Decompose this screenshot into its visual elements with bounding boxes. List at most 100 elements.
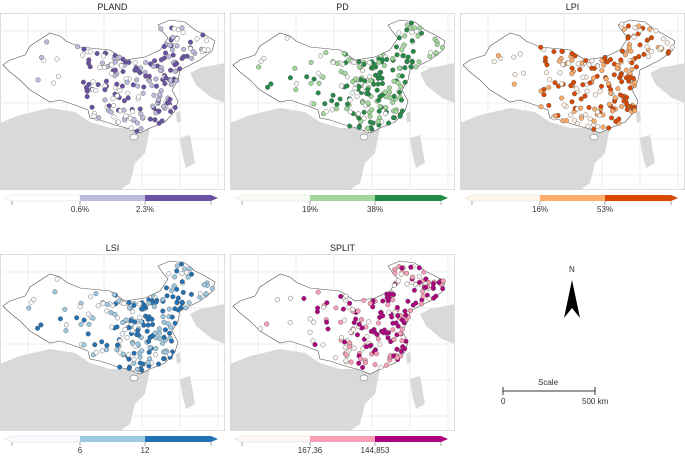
city-point (256, 64, 262, 70)
city-point (431, 295, 437, 301)
city-point (324, 300, 330, 306)
city-point (402, 308, 408, 314)
city-point (403, 312, 409, 318)
city-point (560, 62, 566, 68)
city-point (379, 75, 385, 81)
city-point (121, 107, 127, 113)
city-point (180, 29, 186, 35)
city-point (387, 291, 393, 297)
city-point (375, 320, 381, 326)
city-point (637, 42, 643, 48)
city-point (334, 60, 340, 66)
city-point (93, 87, 99, 93)
city-point (155, 97, 161, 103)
legend-colorbar (234, 435, 448, 446)
city-point (546, 84, 552, 90)
city-point (546, 102, 552, 108)
city-point (627, 85, 633, 91)
city-point (648, 49, 654, 55)
city-point (364, 334, 370, 340)
neighbor-land (640, 135, 655, 168)
city-point (373, 351, 379, 357)
city-point (31, 296, 37, 302)
city-point (420, 293, 426, 299)
city-point (51, 80, 57, 86)
city-point (586, 104, 592, 110)
city-point (571, 79, 577, 85)
city-point (404, 22, 410, 28)
city-point (160, 356, 166, 362)
city-point (366, 319, 372, 325)
city-point (175, 307, 181, 313)
city-point (94, 51, 100, 57)
city-point (187, 266, 193, 272)
city-point (160, 297, 166, 303)
city-point (372, 362, 378, 368)
city-point (111, 103, 117, 109)
city-point (568, 112, 574, 118)
neighbor-land (650, 63, 685, 103)
city-point (90, 79, 96, 85)
city-point (311, 101, 317, 107)
city-point (391, 336, 397, 342)
city-point (347, 97, 353, 103)
city-point (188, 291, 194, 297)
city-point (318, 53, 324, 59)
city-point (366, 60, 372, 66)
city-point (538, 44, 544, 50)
city-point (356, 64, 362, 70)
city-point (292, 65, 298, 71)
city-point (557, 70, 563, 76)
city-point (156, 361, 162, 367)
city-point (264, 321, 270, 327)
city-point (315, 289, 321, 295)
legend-label: 0.6% (70, 205, 90, 214)
city-point (152, 117, 158, 123)
city-point (358, 77, 364, 83)
city-point (111, 292, 117, 298)
city-point (102, 87, 108, 93)
city-point (316, 80, 322, 86)
city-point (356, 321, 362, 327)
city-point (630, 76, 636, 82)
city-point (136, 94, 142, 100)
city-point (430, 284, 436, 290)
city-point (396, 35, 402, 41)
city-point (57, 316, 63, 322)
city-point (404, 281, 410, 287)
city-point (157, 68, 163, 74)
city-point (153, 346, 159, 352)
city-point (265, 84, 271, 90)
panel-title: PD (336, 2, 349, 12)
city-point (153, 76, 159, 82)
hainan (359, 374, 369, 382)
city-point (160, 340, 166, 346)
city-point (362, 360, 368, 366)
city-point (130, 109, 136, 115)
neighbor-land (420, 304, 455, 344)
city-point (126, 305, 132, 311)
city-point (261, 55, 267, 61)
legend: 19% 38% (230, 193, 455, 217)
city-point (390, 115, 396, 121)
city-point (615, 86, 621, 92)
city-point (621, 26, 627, 32)
city-point (360, 364, 366, 370)
city-point (125, 352, 131, 358)
city-point (126, 365, 132, 371)
city-point (632, 80, 638, 86)
city-point (355, 111, 361, 117)
city-point (167, 351, 173, 357)
city-point (104, 301, 110, 307)
city-point (382, 111, 388, 117)
city-point (308, 80, 314, 86)
city-point (408, 20, 414, 26)
city-point (552, 80, 558, 86)
city-point (35, 325, 41, 331)
city-point (404, 27, 410, 33)
city-point (62, 306, 68, 312)
city-point (174, 268, 180, 274)
city-point (623, 67, 629, 73)
city-point (511, 81, 517, 87)
legend-label: 144,853 (360, 446, 390, 455)
